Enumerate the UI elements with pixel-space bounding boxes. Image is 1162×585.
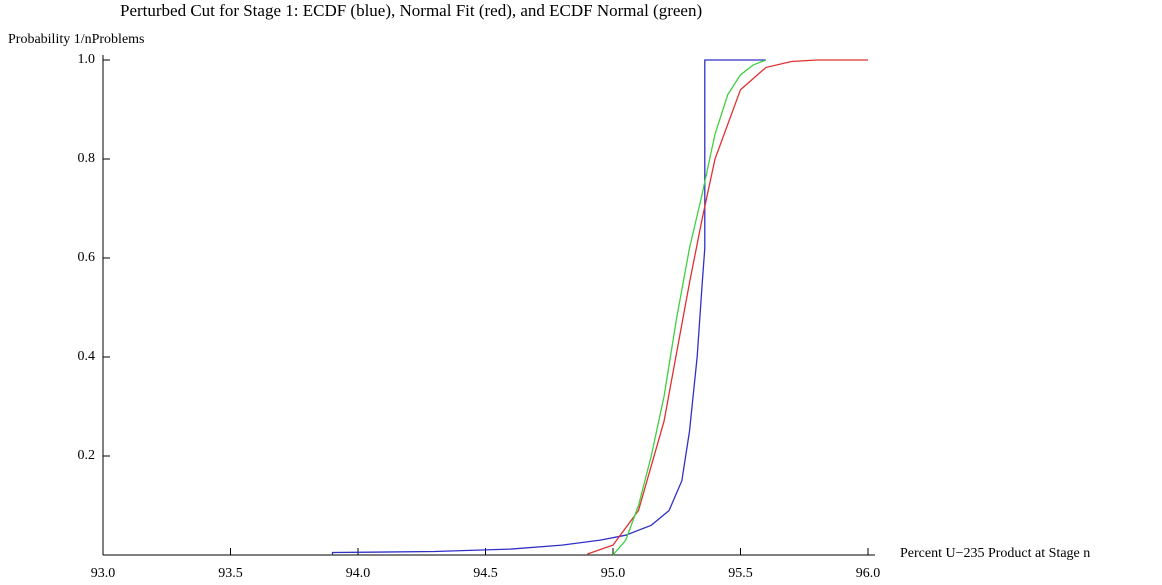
x-tick-label: 93.5 — [218, 566, 243, 581]
series-line — [587, 59, 868, 555]
y-tick-label: 0.2 — [78, 448, 96, 463]
x-tick-label: 95.0 — [601, 566, 626, 581]
y-tick-label: 0.4 — [78, 349, 96, 364]
x-tick-label: 94.0 — [346, 566, 371, 581]
chart-title: Perturbed Cut for Stage 1: ECDF (blue), … — [120, 1, 702, 20]
series-line — [612, 59, 767, 556]
y-tick-label: 1.0 — [78, 52, 96, 67]
series-line — [331, 59, 766, 555]
x-tick-label: 94.5 — [473, 566, 498, 581]
y-tick-label: 0.8 — [78, 151, 96, 166]
x-tick-label: 93.0 — [91, 566, 116, 581]
y-tick-label: 0.6 — [78, 250, 96, 265]
x-tick-label: 95.5 — [728, 566, 753, 581]
x-axis-label: Percent U−235 Product at Stage n — [900, 546, 1090, 561]
x-tick-label: 96.0 — [856, 566, 881, 581]
y-axis-label: Probability 1/nProblems — [8, 32, 145, 47]
